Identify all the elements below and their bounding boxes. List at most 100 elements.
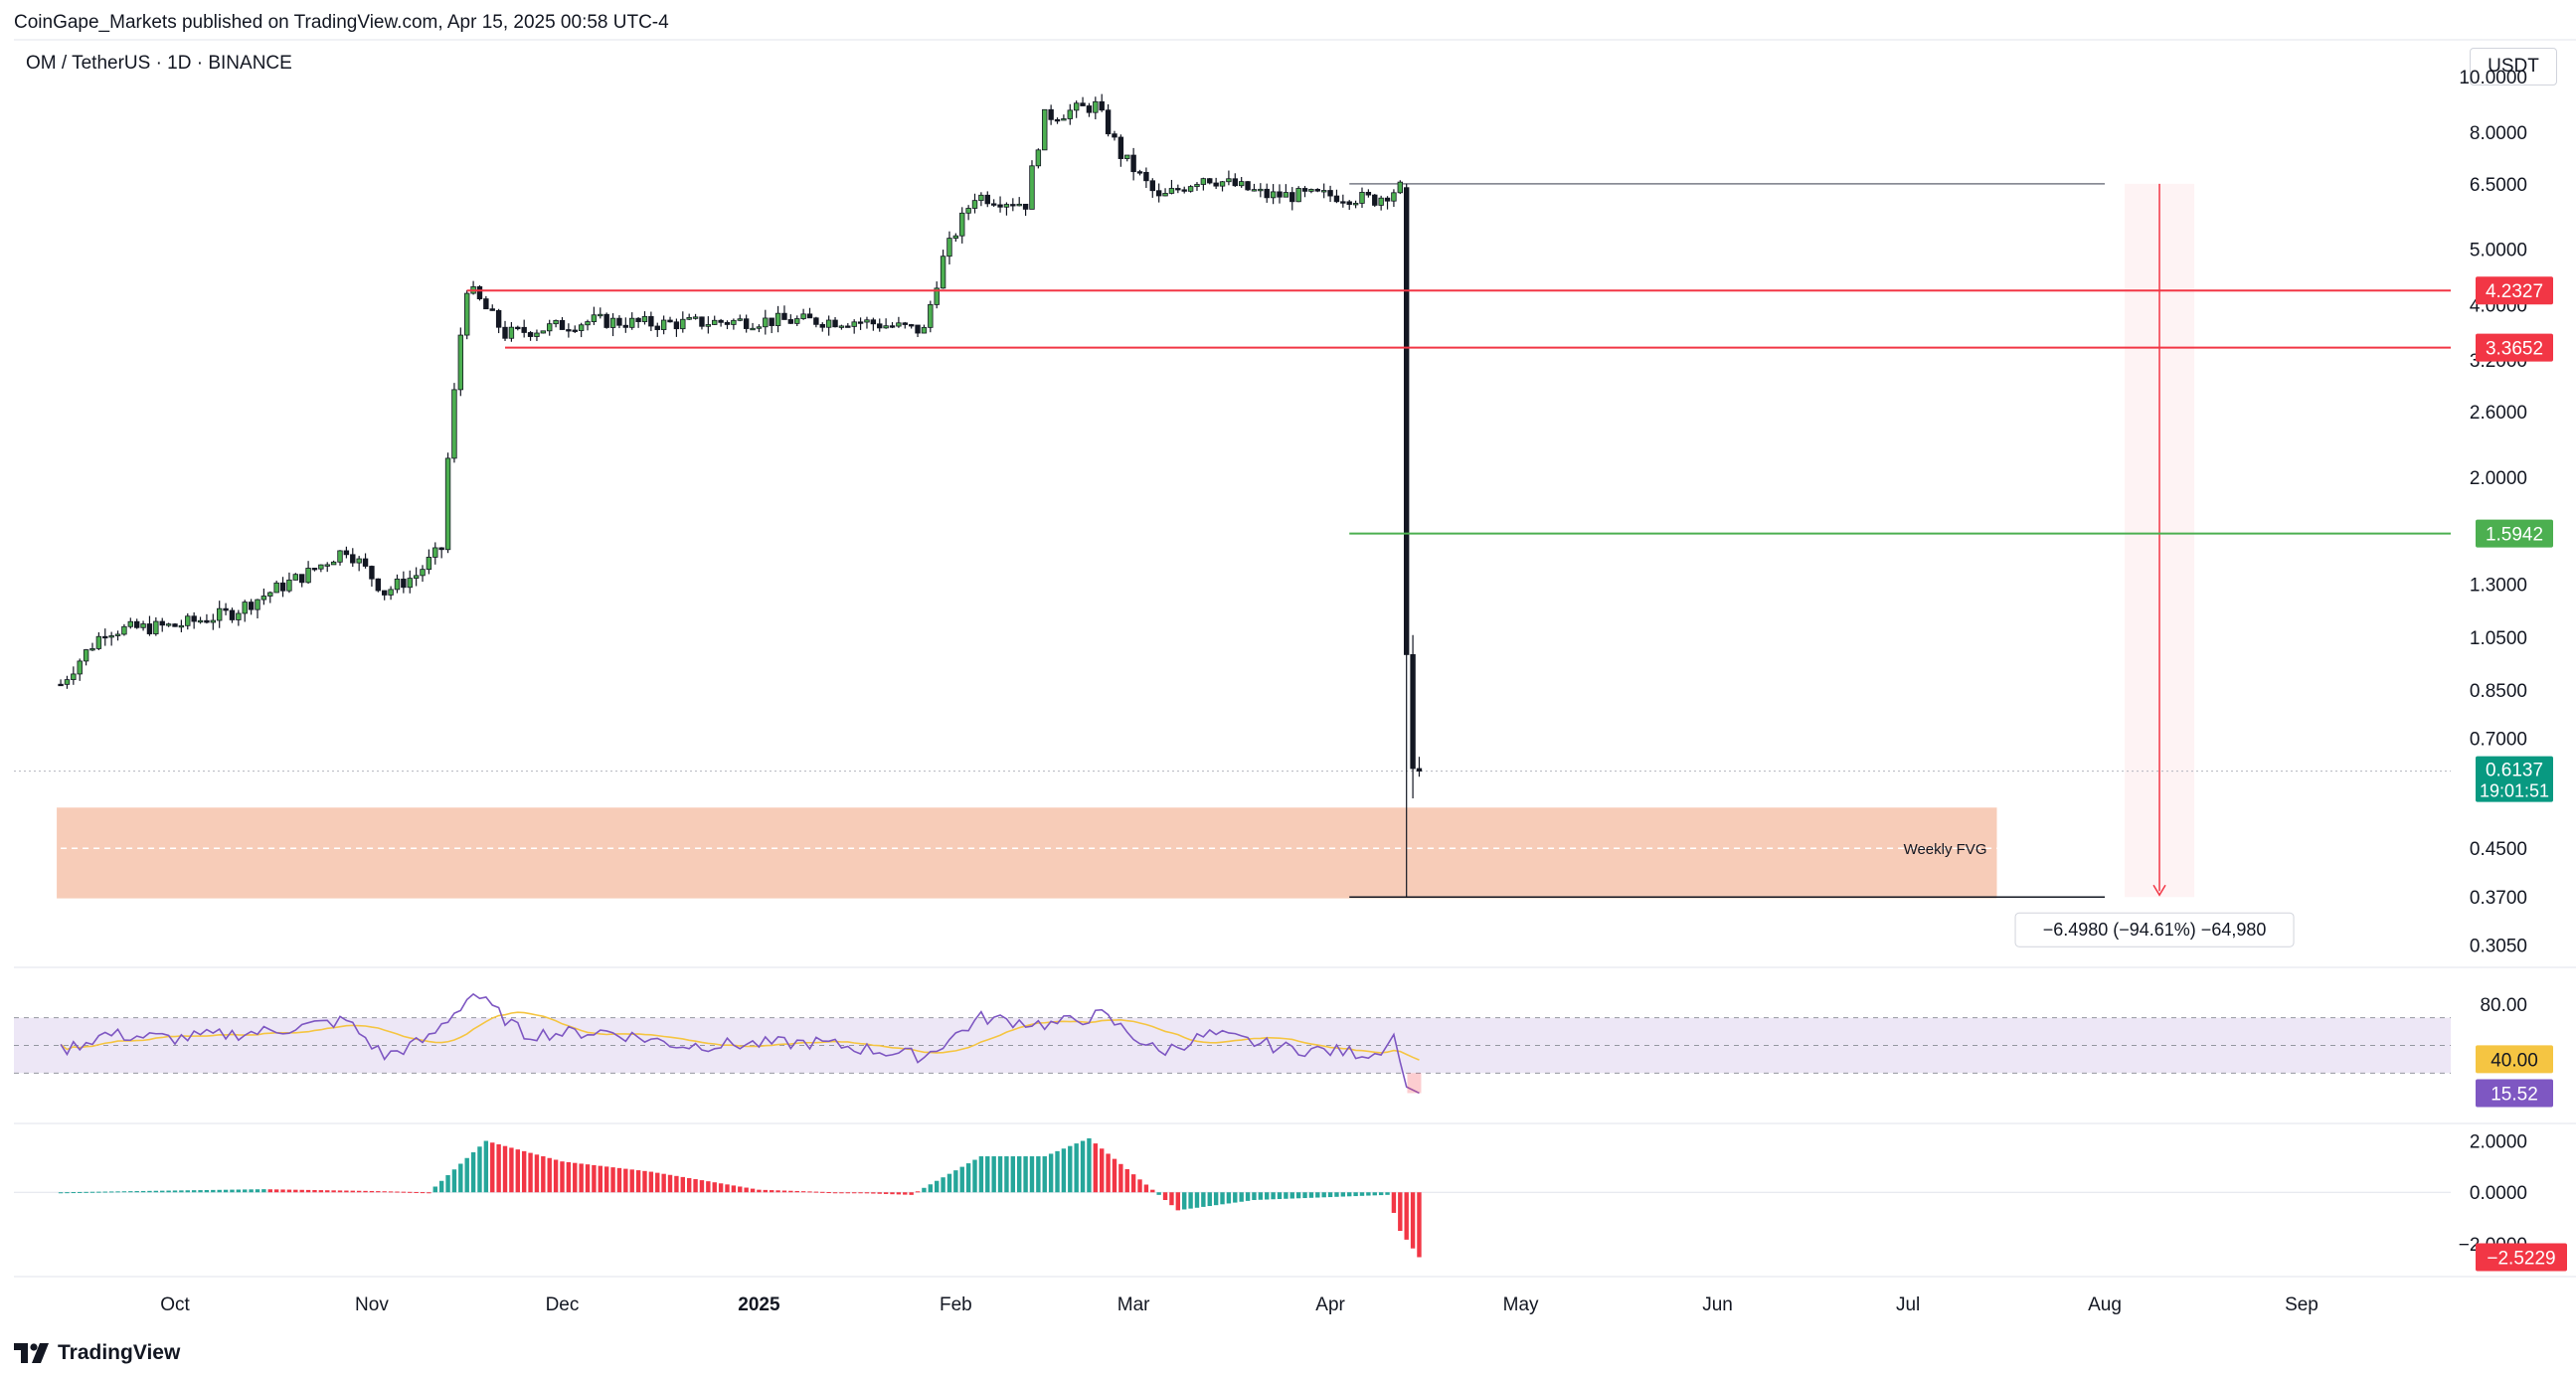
macd-bar [376, 1191, 381, 1193]
candle-body [990, 203, 997, 206]
price-chart[interactable]: Weekly FVG −6.4980 (−94.61%) −64,980 10.00… [0, 0, 2576, 1332]
macd-bar [521, 1150, 527, 1193]
candle-body [489, 308, 495, 311]
candle-body [178, 624, 185, 628]
macd-bar [1220, 1192, 1225, 1205]
candle-body [1258, 188, 1264, 192]
time-tick-label: Dec [546, 1294, 580, 1315]
candle-body [559, 319, 566, 330]
candle-body [58, 683, 64, 687]
candle-body [382, 590, 388, 596]
time-tick-label: Oct [160, 1294, 190, 1315]
candle-body [1054, 118, 1061, 122]
last-price-label: 0.6137 [2486, 761, 2543, 781]
macd-bar [1277, 1192, 1283, 1200]
candle-body [210, 619, 217, 623]
macd-bar [935, 1180, 940, 1193]
macd-bar [528, 1152, 533, 1193]
price-tick-label: 0.3050 [2470, 937, 2527, 957]
candle-body [1073, 102, 1080, 111]
measure-label-box [2014, 912, 2295, 947]
candle-body [578, 324, 585, 331]
candle-body [1136, 171, 1143, 174]
candle-body [311, 568, 318, 571]
candle-body [286, 579, 292, 592]
candle-body [896, 322, 902, 327]
tradingview-logo[interactable]: TradingView [14, 1341, 180, 1365]
rsi-tick-label: 80.00 [2480, 995, 2527, 1016]
time-tick-label: Nov [355, 1294, 389, 1315]
macd-bar [1295, 1192, 1301, 1199]
candle-body [273, 582, 279, 594]
candle-body [845, 325, 851, 328]
measure-label: −6.4980 (−94.61%) −64,980 [2043, 920, 2267, 940]
candle-body [712, 319, 718, 325]
candle-body [769, 317, 774, 326]
macd-bar [490, 1142, 495, 1193]
macd-bar [585, 1164, 591, 1193]
macd-bar [1404, 1192, 1409, 1240]
macd-bar [1004, 1156, 1009, 1193]
macd-bar [249, 1189, 254, 1193]
candle-body [438, 547, 444, 551]
candle-body [1105, 109, 1112, 135]
macd-bar [592, 1164, 597, 1193]
candle-body [407, 578, 413, 589]
macd-bar [337, 1190, 343, 1193]
macd-bar [1252, 1192, 1257, 1200]
candle-body [369, 566, 375, 580]
macd-bar [851, 1192, 857, 1194]
macd-bar [667, 1174, 673, 1193]
macd-bar [738, 1186, 743, 1193]
candle-body [1384, 197, 1391, 202]
macd-bar [1321, 1192, 1326, 1198]
candle-body [934, 287, 940, 305]
macd-bar [420, 1192, 426, 1194]
macd-bar [1042, 1156, 1047, 1193]
candle-body [305, 568, 311, 584]
candle-body [451, 389, 457, 459]
candle-body [978, 194, 984, 202]
macd-bar [261, 1189, 266, 1193]
candle-body [800, 313, 806, 319]
macd-bar [946, 1173, 952, 1193]
candle-body [1207, 178, 1213, 184]
candle-body [1397, 181, 1404, 194]
candle-body [483, 298, 489, 310]
macd-bar [965, 1163, 971, 1193]
macd-bar [794, 1190, 799, 1193]
macd-bar [1233, 1192, 1238, 1203]
measure-arrowhead [2152, 884, 2166, 897]
candle-body [984, 194, 990, 205]
macd-bar [1359, 1192, 1365, 1196]
candle-body [1080, 102, 1086, 106]
macd-bar [598, 1165, 602, 1193]
candle-body [883, 325, 889, 329]
candle-body [197, 619, 204, 623]
macd-bar [432, 1186, 437, 1193]
candle-body [260, 596, 267, 601]
macd-bar [318, 1190, 324, 1193]
macd-bar [573, 1162, 578, 1193]
fvg-zone [57, 807, 1997, 899]
candle-body [609, 317, 616, 328]
candle-body [216, 607, 223, 621]
candle-body [1048, 108, 1054, 120]
time-tick-label: 2025 [738, 1294, 780, 1315]
macd-bar [775, 1190, 780, 1193]
macd-bar [553, 1159, 559, 1193]
candle-body [667, 319, 673, 323]
candle-body [495, 309, 502, 328]
macd-bar [1074, 1143, 1079, 1193]
candle-body [318, 564, 324, 570]
time-tick-label: Mar [1117, 1294, 1150, 1315]
candle-body [444, 457, 451, 551]
currency-unit-button[interactable]: USDT [2470, 48, 2557, 86]
macd-bar [236, 1189, 242, 1193]
candle-body [1016, 203, 1022, 207]
candle-body [1162, 193, 1168, 197]
macd-bar [674, 1175, 679, 1193]
macd-bar [832, 1192, 838, 1194]
rsi-line [60, 992, 1420, 1095]
candle-body [902, 322, 908, 325]
